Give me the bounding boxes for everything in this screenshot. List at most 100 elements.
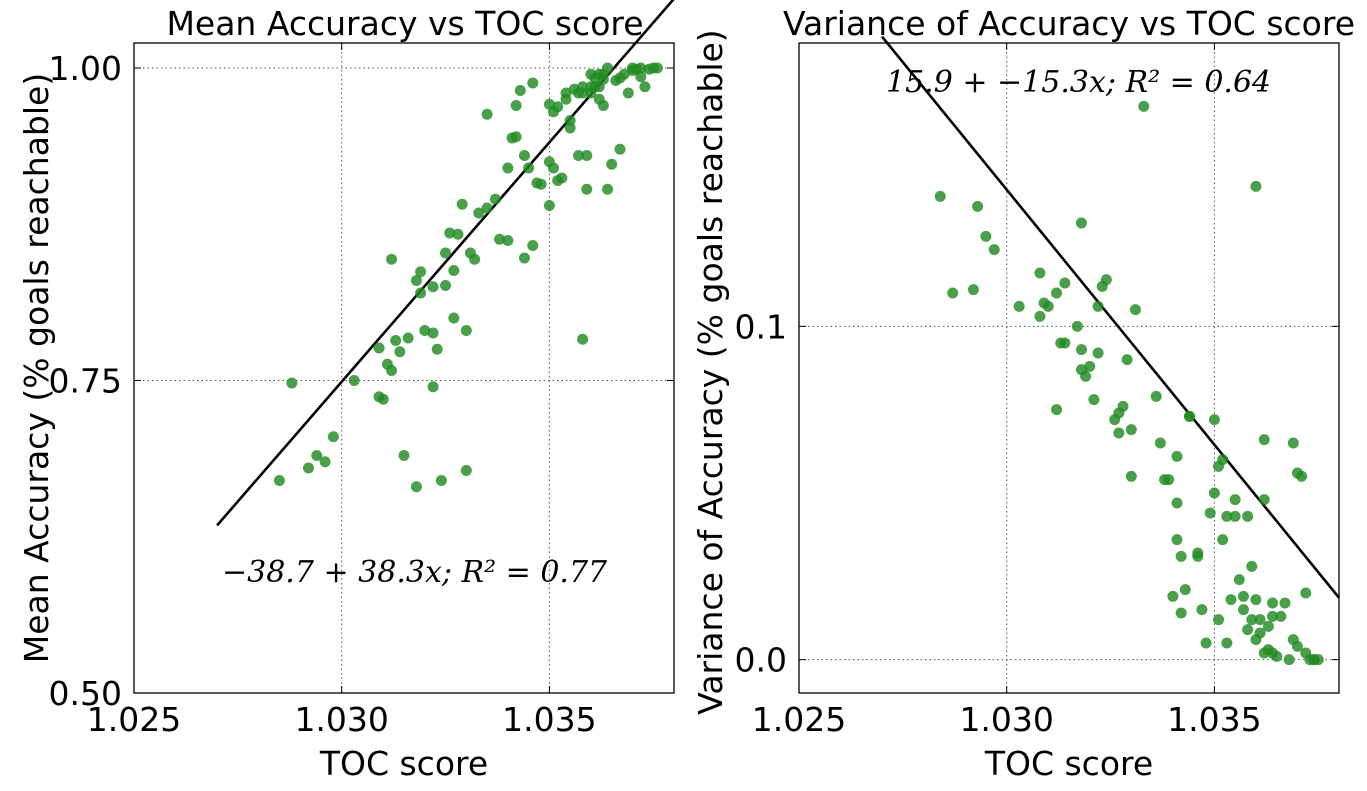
data-point [1287,437,1299,449]
data-point [1171,534,1183,546]
data-point [473,207,485,219]
data-point [618,68,630,80]
data-point [319,456,331,468]
data-point [410,275,422,286]
data-point [1258,494,1270,506]
data-point [1275,610,1287,622]
data-point [527,77,539,89]
data-point [518,252,530,264]
x-axis-label: TOC score [984,744,1153,783]
data-point [481,108,493,120]
data-point [510,100,522,111]
data-point [1129,304,1141,316]
data-point [1013,300,1025,312]
data-point [1113,427,1125,439]
data-point [469,253,481,265]
data-point [1200,637,1212,649]
data-point [1250,594,1262,606]
data-point [1071,320,1083,332]
y-tick-label: 0.50 [49,674,122,713]
data-point [535,178,547,190]
chart-title: Variance of Accuracy vs TOC score [783,4,1355,43]
data-point [1229,494,1241,506]
data-point [1208,414,1220,426]
data-point [510,131,522,143]
data-point [390,335,402,346]
data-point [1034,310,1046,322]
y-axis-label: Mean Accuracy (% goals reachable) [17,73,56,663]
data-point [1229,510,1241,522]
data-point [1171,497,1183,509]
data-point [527,240,539,251]
data-point [1196,604,1208,616]
data-points [273,62,663,493]
data-point [386,365,398,376]
data-point [1051,404,1063,416]
chart-title: Mean Accuracy vs TOC score [166,4,643,43]
gridlines [134,43,674,693]
data-point [934,190,946,202]
data-point [1221,637,1233,649]
data-point [327,431,339,443]
data-point [415,287,427,299]
data-point [1291,640,1303,652]
data-point [419,325,431,336]
data-point [1213,614,1225,626]
y-tick-label: 1.00 [49,49,122,88]
data-point [1163,474,1175,486]
data-point [444,227,456,239]
data-point [435,475,447,486]
data-point [523,162,535,174]
data-point [489,193,501,205]
data-point [415,266,427,278]
fit-annotation: 15.9 + −15.3x; R² = 0.64 [886,65,1271,100]
data-point [1279,597,1291,609]
x-tick-label: 1.025 [752,700,846,739]
data-point [1283,654,1295,666]
data-point [1138,100,1150,112]
data-point [572,150,584,161]
x-tick-label: 1.035 [502,700,596,739]
data-point [394,346,406,358]
data-point [1154,437,1166,449]
data-point [1217,454,1229,466]
mean-accuracy-chart: Mean Accuracy vs TOC score −38.7 + 38.3x… [17,0,675,783]
data-points [934,100,1324,666]
x-axis-label: TOC score [319,744,488,783]
data-point [1092,347,1104,359]
data-point [564,122,576,134]
data-point [548,162,560,174]
data-point [440,280,452,291]
data-point [1183,410,1195,422]
data-point [1225,594,1237,606]
data-point [639,81,651,93]
data-point [1250,180,1262,192]
data-point [1267,597,1279,609]
data-point [1312,654,1324,666]
x-tick-label: 1.025 [87,700,181,739]
data-point [448,312,460,324]
data-point [635,62,647,74]
data-point [1059,337,1071,349]
data-point [1084,360,1096,372]
gridlines [799,43,1339,693]
data-point [1237,604,1249,616]
data-point [577,81,589,93]
data-point [448,265,460,276]
data-point [410,481,422,493]
data-point [1034,267,1046,279]
data-point [1059,277,1071,289]
data-point [431,343,443,355]
data-point [1300,587,1312,599]
data-point [1242,624,1254,636]
data-point [1246,560,1258,572]
data-point [518,150,530,161]
data-point [1192,547,1204,559]
data-point [1117,400,1129,412]
data-point [1175,550,1187,562]
y-tick-label: 0.1 [735,307,787,346]
data-point [543,200,555,211]
data-point [1075,344,1087,356]
axis-ticks [133,43,674,694]
plot-frame [798,42,1340,694]
